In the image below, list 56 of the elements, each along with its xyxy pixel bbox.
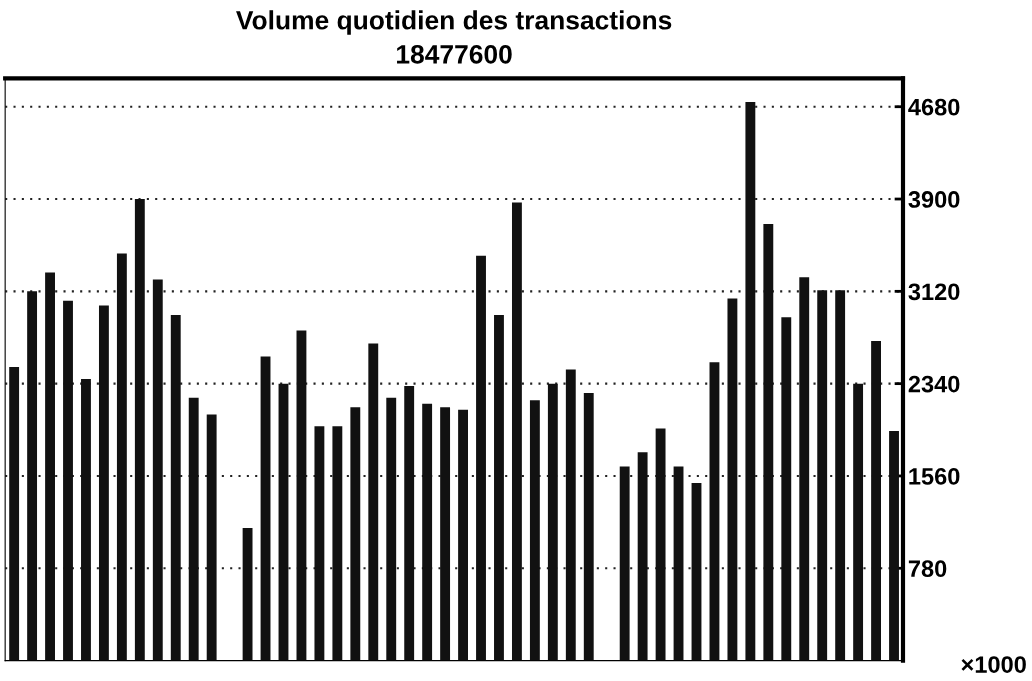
bar (368, 343, 379, 661)
bar (547, 383, 558, 661)
y-tick-label: 780 (908, 560, 947, 578)
bar (314, 426, 325, 661)
bar (871, 341, 881, 661)
bar (476, 255, 486, 661)
bar (817, 290, 828, 661)
bar (799, 277, 810, 661)
bar (27, 291, 38, 661)
bar (63, 300, 73, 661)
bar (81, 378, 91, 661)
bar (386, 397, 397, 661)
bar (332, 426, 343, 661)
bar (260, 356, 271, 661)
bar (134, 199, 145, 661)
bar (637, 452, 648, 661)
bar (98, 305, 109, 661)
bar (458, 409, 468, 661)
bar (45, 272, 55, 661)
bar (835, 290, 846, 661)
bar (422, 403, 433, 661)
bar (763, 223, 774, 661)
bar (673, 466, 684, 661)
chart-title: Volume quotidien des transactions (236, 10, 672, 35)
bar (152, 279, 163, 661)
y-tick-label: 4680 (908, 98, 960, 116)
y-tick-label: 1560 (909, 468, 960, 485)
text: ×1000 (961, 656, 1026, 673)
bar (188, 397, 199, 661)
bar (619, 466, 630, 661)
bar (529, 400, 540, 661)
y-tick-label: 2340 (908, 375, 960, 393)
bar (350, 407, 361, 661)
bar (296, 330, 307, 661)
bar (494, 315, 504, 661)
bar (242, 528, 253, 661)
bar (404, 386, 415, 661)
chart-subtitle: 18477600 (397, 44, 512, 64)
bar (781, 317, 792, 661)
bar (116, 253, 127, 661)
bar (170, 315, 181, 661)
bar (206, 414, 217, 661)
bar (655, 428, 666, 661)
bar (9, 367, 20, 661)
bar (440, 407, 451, 661)
bar (853, 383, 864, 661)
bar (565, 369, 576, 661)
bar (511, 202, 522, 661)
bar (691, 483, 702, 661)
y-tick-label: 3900 (908, 191, 960, 208)
y-tick-label: 3120 (908, 283, 960, 301)
bar (745, 101, 756, 661)
bar (278, 383, 289, 661)
bar (583, 393, 594, 661)
bar (727, 298, 738, 661)
bar (709, 362, 720, 661)
